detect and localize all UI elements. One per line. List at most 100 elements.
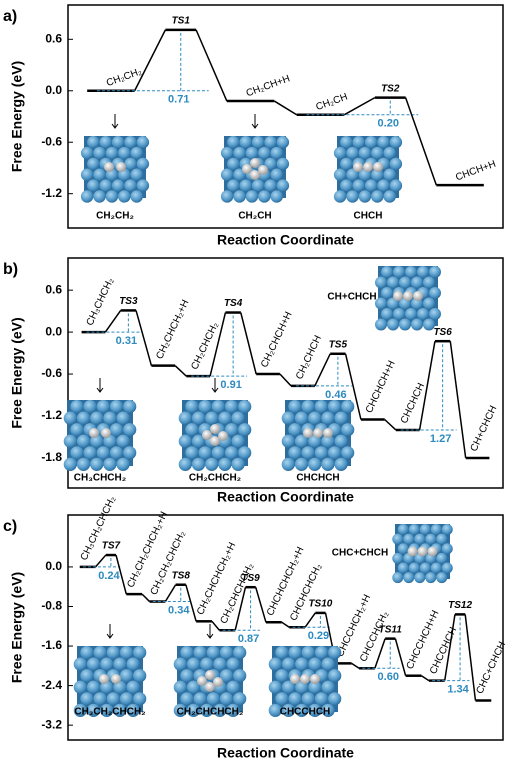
surface-atom [334,434,348,448]
surface-atom [314,400,328,414]
surface-atom [109,400,124,414]
surface-atom [301,446,315,460]
surface-atom [288,446,302,460]
surface-atom [268,703,282,717]
adsorbate-atom [353,162,363,172]
surface-atom [239,179,252,192]
surface-atom [136,179,150,192]
y-axis-label: Free Energy (eV) [9,572,25,683]
surface-atom [288,423,302,437]
surface-atom [321,680,335,694]
state-label: CHCHCH+H [364,359,398,415]
surface-atom [381,308,393,320]
connector [304,612,316,628]
adsorbate-atom [417,546,428,557]
surface-atom [106,646,120,660]
panel-label: a) [3,8,17,25]
barrier-label: 0.29 [308,630,329,642]
surface-atom [436,552,448,564]
surface-atom [218,411,232,425]
surface-atom [436,533,448,545]
state-label: CHCH+H [454,159,497,184]
surface-atom [70,400,84,414]
state-label: TS1 [172,16,191,27]
surface-atom [90,457,104,471]
callout-label: CH+CHCH [327,292,376,303]
state-label: TS11 [379,624,403,635]
inset-caption: CHCHCH [296,473,339,484]
state-label: CH₂CH [315,92,350,114]
connector [351,662,360,669]
y-tick-label: -1.2 [41,408,62,422]
surface-atom [185,400,199,414]
surface-atom [383,146,396,160]
connector [421,675,430,682]
adsorbate-atom [89,428,99,438]
state-label: TS10 [308,599,332,610]
state-label: CH₂CH+H [245,73,292,99]
surface-inset [73,646,147,717]
surface-atom [99,179,112,192]
state-label: CHCCHCH [428,626,459,676]
surface-atom [73,680,87,694]
surface-atom [414,533,426,545]
state-label: TS4 [224,298,243,309]
surface-atom [233,190,246,203]
surface-atom [213,657,227,671]
surface-atom [133,646,147,660]
barrier-label: 0.60 [378,671,399,683]
surface-atom [321,703,335,717]
surface-atom [321,434,335,448]
state-label: TS5 [329,339,348,350]
surface-atom [375,318,387,331]
connector [464,614,477,701]
adsorbate-atom [413,291,423,301]
panel-label: c) [3,518,17,535]
surface-atom [136,157,150,171]
inset-caption: CH₃CHCH₂ [74,473,126,484]
surface-atom [364,179,378,192]
surface-atom [441,562,453,574]
surface-atom [419,562,431,574]
surface-atom [340,157,353,171]
surface-atom [96,400,110,414]
surface-atom [76,411,91,425]
state-label: CH₂CHCH₂ [189,320,221,371]
surface-atom [393,266,405,278]
surface-atom [178,457,192,471]
surface-atom [333,190,347,203]
surface-atom [100,703,114,717]
surface-atom [352,136,365,149]
y-tick-label: -0.8 [41,599,62,613]
surface-inset [173,646,247,717]
y-axis-label: Free Energy (eV) [9,61,25,172]
barrier-label: 0.34 [168,604,190,616]
surface-atom [124,179,137,192]
surface-atom [321,457,335,471]
surface-atom [383,190,396,203]
surface-atom [119,646,134,660]
adsorbate-atom [403,291,413,301]
surface-atom [231,434,245,448]
state-label: TS3 [119,296,138,307]
surface-atom [80,692,94,706]
surface-atom [441,524,453,535]
surface-atom [219,692,234,706]
surface-atom [251,136,265,149]
surface-atom [327,400,342,414]
connector [254,586,267,623]
adsorbate-atom [197,676,207,686]
connector [443,614,456,681]
adsorbate-atom [111,674,121,684]
surface-atom [258,190,271,203]
surface-atom [295,703,309,717]
surface-atom [96,446,110,460]
surface-atom [198,446,212,460]
surface-atom [126,657,140,671]
surface-atom [387,318,399,331]
connector [195,29,228,102]
surface-atom [211,400,225,414]
adsorbate-atom [373,162,383,172]
x-axis-label: Reaction Coordinate [217,232,354,248]
surface-atom [281,457,295,471]
